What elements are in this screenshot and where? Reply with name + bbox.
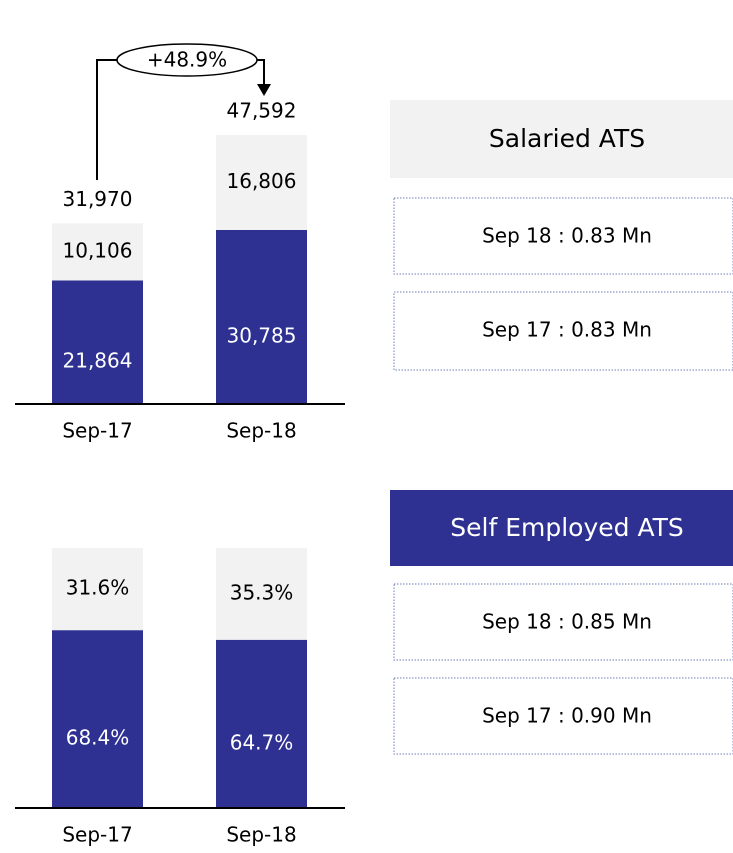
data-label: 30,785: [227, 323, 297, 347]
panel-item: Sep 18 : 0.83 Mn: [482, 224, 652, 248]
panel-item-box: [393, 197, 733, 275]
data-label: 21,864: [63, 349, 133, 373]
connector: [257, 59, 265, 86]
bar-segment: [216, 639, 307, 808]
annotation: +48.9%: [147, 48, 227, 72]
bar-segment: [52, 630, 143, 808]
panel-title: Self Employed ATS: [450, 513, 684, 542]
data-label: 10,106: [63, 238, 133, 262]
panel-title: Salaried ATS: [489, 124, 645, 153]
panel-item-box: [393, 677, 733, 755]
bar-segment: [216, 548, 307, 640]
panel-item: Sep 17 : 0.83 Mn: [482, 318, 652, 342]
bar-segment: [52, 223, 143, 281]
bar-segment: [216, 135, 307, 230]
arrow-head: [257, 84, 271, 96]
data-label: 68.4%: [66, 726, 130, 750]
bar-segment: [216, 229, 307, 404]
data-label: 35.3%: [230, 580, 294, 604]
panel-item: Sep 18 : 0.85 Mn: [482, 610, 652, 634]
x-tick-label: Sep-17: [62, 419, 132, 443]
data-label: 31.6%: [66, 576, 130, 600]
panel-header: [390, 100, 733, 178]
total-label: 31,970: [63, 187, 133, 211]
total-label: 47,592: [227, 98, 297, 122]
x-tick-label: Sep-17: [62, 823, 132, 847]
connector: [96, 59, 117, 180]
panel-header: [390, 490, 733, 566]
panel-item-box: [393, 291, 733, 371]
panel-item-box: [393, 583, 733, 661]
data-label: 64.7%: [230, 730, 294, 754]
bar-segment: [52, 548, 143, 631]
annotation-bubble: [116, 43, 258, 77]
bar-segment: [52, 280, 143, 404]
data-label: 16,806: [227, 169, 297, 193]
panel-item: Sep 17 : 0.90 Mn: [482, 704, 652, 728]
x-tick-label: Sep-18: [226, 419, 296, 443]
x-tick-label: Sep-18: [226, 823, 296, 847]
